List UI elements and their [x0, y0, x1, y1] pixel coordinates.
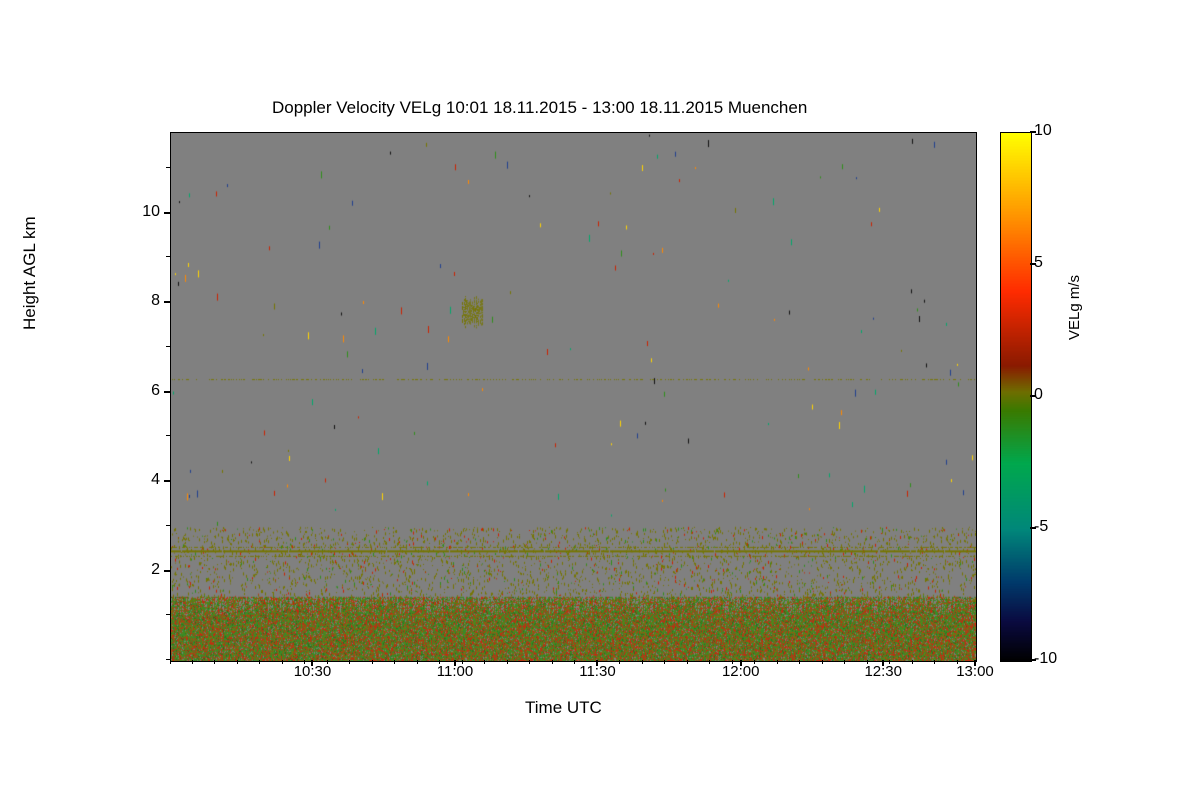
colorbar-label: VELg m/s — [1066, 275, 1083, 340]
y-minor-tick-7 — [166, 346, 170, 347]
x-minor-tick — [934, 660, 935, 664]
x-minor-tick — [709, 660, 710, 664]
y-minor-tick-9 — [166, 256, 170, 257]
x-minor-tick — [170, 660, 171, 664]
x-minor-tick — [462, 660, 463, 664]
x-minor-tick — [687, 660, 688, 664]
x-tick-mark-1200 — [740, 660, 742, 666]
page-title: Doppler Velocity VELg 10:01 18.11.2015 -… — [272, 98, 807, 118]
x-minor-tick — [372, 660, 373, 664]
colorbar-tick-mark--5 — [1030, 527, 1036, 529]
doppler-velocity-heatmap[interactable] — [170, 132, 977, 662]
x-minor-tick — [439, 660, 440, 664]
x-minor-tick — [799, 660, 800, 664]
y-tick-mark-6 — [164, 391, 170, 393]
x-minor-tick — [642, 660, 643, 664]
x-minor-tick — [912, 660, 913, 664]
x-minor-tick — [777, 660, 778, 664]
x-axis-label: Time UTC — [525, 698, 602, 718]
x-tick-mark-1100 — [454, 660, 456, 666]
x-minor-tick — [552, 660, 553, 664]
x-tick-mark-1230 — [882, 660, 884, 666]
x-minor-tick — [574, 660, 575, 664]
colorbar-tick-label--5: -5 — [1034, 518, 1048, 536]
x-minor-tick — [282, 660, 283, 664]
x-minor-tick — [529, 660, 530, 664]
x-minor-tick — [327, 660, 328, 664]
y-tick-mark-8 — [164, 301, 170, 303]
x-minor-tick — [394, 660, 395, 664]
y-tick-mark-2 — [164, 570, 170, 572]
x-minor-tick — [417, 660, 418, 664]
y-tick-label-4: 4 — [120, 471, 160, 489]
x-minor-tick — [192, 660, 193, 664]
colorbar-tick-mark-0 — [1030, 395, 1036, 397]
x-minor-tick — [214, 660, 215, 664]
x-minor-tick — [259, 660, 260, 664]
x-minor-tick — [889, 660, 890, 664]
colorbar-gradient[interactable] — [1000, 132, 1032, 662]
x-minor-tick — [507, 660, 508, 664]
y-tick-label-10: 10 — [120, 203, 160, 221]
y-minor-tick-3 — [166, 525, 170, 526]
x-minor-tick — [619, 660, 620, 664]
y-axis-label: Height AGL km — [20, 216, 40, 330]
y-tick-mark-4 — [164, 480, 170, 482]
x-minor-tick — [957, 660, 958, 664]
x-minor-tick — [867, 660, 868, 664]
x-tick-mark-1300 — [974, 660, 976, 666]
y-tick-mark-10 — [164, 212, 170, 214]
x-minor-tick — [484, 660, 485, 664]
x-tick-mark-1030 — [311, 660, 313, 666]
y-minor-tick-5 — [166, 435, 170, 436]
y-tick-label-2: 2 — [120, 561, 160, 579]
x-minor-tick — [844, 660, 845, 664]
colorbar-tick-label--10: -10 — [1034, 650, 1057, 668]
colorbar-tick-mark-10 — [1030, 131, 1036, 133]
x-minor-tick — [597, 660, 598, 664]
x-minor-tick — [304, 660, 305, 664]
x-minor-tick — [754, 660, 755, 664]
x-minor-tick — [349, 660, 350, 664]
y-minor-tick-11 — [166, 167, 170, 168]
x-minor-tick — [664, 660, 665, 664]
x-minor-tick — [237, 660, 238, 664]
colorbar-tick-mark--10 — [1030, 659, 1036, 661]
y-tick-label-8: 8 — [120, 292, 160, 310]
colorbar-tick-label-10: 10 — [1034, 122, 1052, 140]
x-minor-tick — [732, 660, 733, 664]
y-tick-label-6: 6 — [120, 382, 160, 400]
y-minor-tick-1 — [166, 614, 170, 615]
colorbar-tick-mark-5 — [1030, 263, 1036, 265]
x-minor-tick — [822, 660, 823, 664]
